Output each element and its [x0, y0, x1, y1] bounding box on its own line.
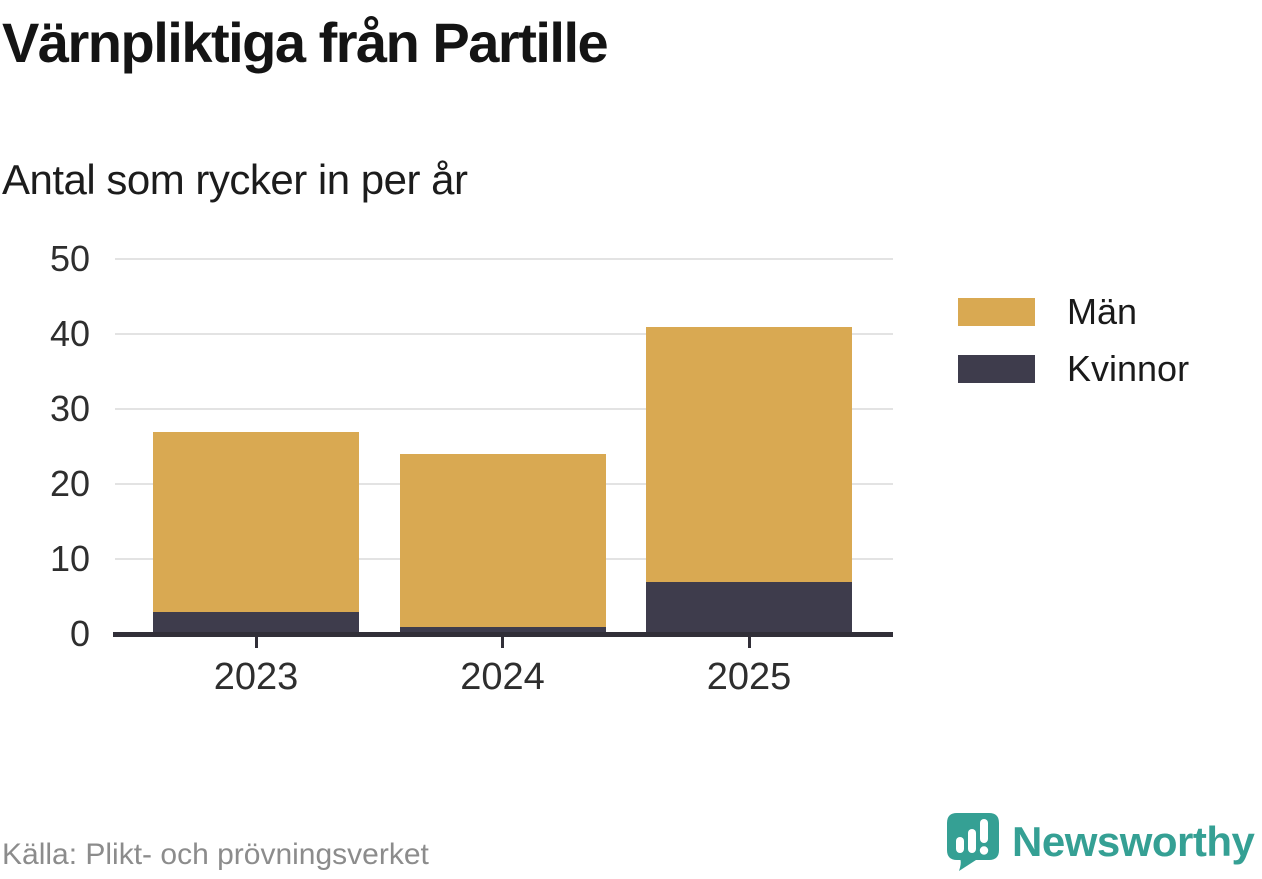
y-axis-tick-label-10: 10	[49, 538, 90, 579]
legend-swatch-man	[958, 298, 1035, 326]
legend-label-kvinnor: Kvinnor	[1067, 348, 1190, 389]
y-axis-tick-label-20: 20	[49, 463, 90, 504]
y-axis-tick-label-0: 0	[69, 613, 90, 654]
legend: Män Kvinnor	[958, 291, 1190, 412]
y-axis-tick-label-30: 30	[49, 388, 90, 429]
x-axis-tick-2024	[501, 637, 504, 648]
y-axis-tick-label-50: 50	[49, 238, 90, 279]
newsworthy-wordmark: Newsworthy	[1012, 818, 1255, 865]
gridline-30	[115, 408, 893, 410]
bar-segment-2024-Kvinnor	[399, 626, 606, 634]
x-axis-tick-2023	[254, 637, 258, 648]
legend-item-kvinnor: Kvinnor	[958, 348, 1190, 389]
x-axis-label-2025: 2025	[706, 656, 792, 698]
legend-item-man: Män	[958, 291, 1189, 332]
x-axis-label-2024: 2024	[460, 656, 545, 698]
gridline-50	[115, 258, 893, 260]
x-axis-tick-2025	[747, 637, 751, 648]
bar-segment-2023-Män	[153, 431, 359, 612]
bar-segment-2023-Kvinnor	[153, 611, 359, 634]
gridline-40	[115, 333, 893, 335]
x-axis-line	[113, 632, 893, 637]
chart-subtitle: Antal som rycker in per år	[2, 156, 468, 203]
source-note: Källa: Plikt- och prövningsverket	[2, 838, 429, 871]
stacked-bar-chart: 0 10 20 30 40 50 2023 2024 2025	[0, 240, 910, 720]
legend-swatch-kvinnor	[958, 355, 1035, 383]
x-axis-label-2023: 2023	[213, 656, 299, 698]
legend-label-man: Män	[1067, 291, 1138, 332]
bar-segment-2025-Kvinnor	[646, 581, 852, 634]
bar-segment-2024-Män	[399, 454, 606, 627]
newsworthy-logo: Newsworthy	[946, 812, 1255, 872]
chart-title: Värnpliktiga från Partille	[2, 11, 609, 74]
newsworthy-bar-chart-speech-bubble-icon	[947, 813, 999, 871]
y-axis-tick-label-40: 40	[49, 313, 90, 354]
bar-segment-2025-Män	[646, 326, 852, 582]
